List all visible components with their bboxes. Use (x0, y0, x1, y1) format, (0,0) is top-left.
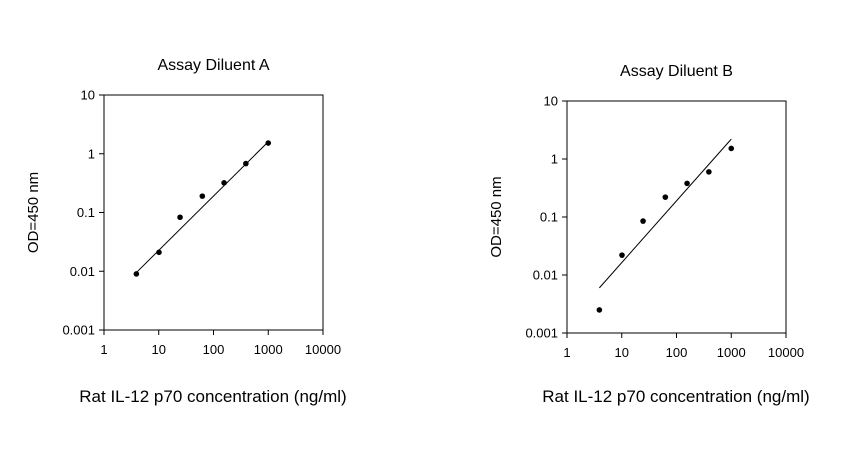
fit-line (136, 141, 269, 273)
data-point (221, 180, 227, 186)
x-tick-label: 1000 (717, 345, 746, 360)
data-point (662, 194, 669, 200)
y-tick-label: 1 (551, 152, 558, 167)
x-tick-label: 10 (615, 345, 629, 360)
x-tick-label: 10000 (305, 342, 341, 357)
x-tick-label: 10 (152, 342, 166, 357)
y-tick-label: 0.1 (540, 210, 558, 225)
x-tick-label: 1 (100, 342, 107, 357)
plot-frame (103, 94, 324, 331)
chart-title: Assay Diluent B (620, 63, 733, 80)
data-point (706, 169, 712, 175)
y-tick-label: 0.1 (77, 205, 95, 220)
chart-1: Assay Diluent A OD=450 nm Rat IL-12 p70 co… (25, 57, 347, 406)
chart-title: Assay Diluent A (157, 57, 269, 74)
data-point (265, 140, 272, 146)
x-axis-label: Rat IL-12 p70 concentration (ng/ml) (79, 387, 346, 406)
x-tick-label: 1 (563, 345, 570, 360)
y-tick-label: 0.01 (533, 268, 558, 283)
x-tick-label: 100 (666, 345, 688, 360)
y-tick-label: 0.001 (525, 326, 558, 341)
data-point (640, 218, 646, 224)
y-tick-label: 10 (81, 88, 95, 103)
x-tick-label: 1000 (254, 342, 283, 357)
x-axis-label: Rat IL-12 p70 concentration (ng/ml) (542, 387, 809, 406)
data-point (199, 193, 206, 199)
y-tick-label: 0.01 (70, 264, 95, 279)
data-point (619, 252, 625, 258)
chart-2: Assay Diluent B OD=450 nm Rat IL-12 p70 co… (488, 63, 810, 406)
data-point (596, 307, 603, 313)
y-tick-label: 10 (544, 94, 558, 109)
data-point (133, 271, 140, 277)
x-tick-label: 100 (203, 342, 225, 357)
plot-frame (566, 100, 787, 334)
fit-line (598, 138, 732, 289)
data-point (177, 214, 183, 221)
y-tick-label: 0.001 (62, 323, 95, 338)
data-point (684, 180, 690, 187)
x-tick-label: 10000 (768, 345, 804, 360)
y-tick-label: 1 (88, 146, 95, 161)
data-point (243, 160, 249, 167)
y-axis-label: OD=450 nm (25, 172, 42, 253)
y-axis-label: OD=450 nm (488, 176, 505, 257)
data-point (156, 249, 162, 256)
data-point (728, 145, 735, 152)
